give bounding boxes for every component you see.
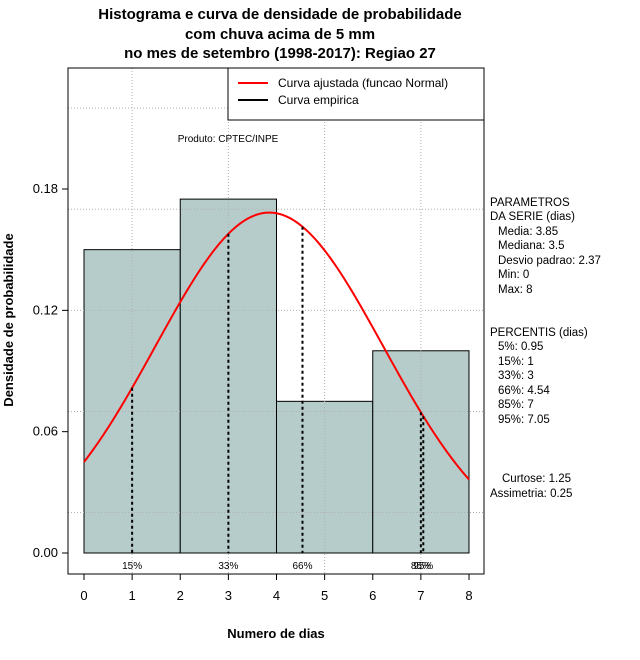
parameter-min: Min: 0 [498,269,530,281]
product-credit: Produto: CPTEC/INPE [178,134,279,145]
y-axis-title: Densidade de probabilidade [1,233,16,406]
percentile-label-1: 33% [218,561,238,572]
percentile-label-4: 95% [413,561,433,572]
y-tick-label-0: 0.00 [33,545,58,560]
y-tick-label-1: 0.06 [33,424,58,439]
percentile-15: 15%: 1 [498,356,534,368]
parameters-header-2: DA SERIE (dias) [490,211,575,223]
chart-title-line-1: Histograma e curva de densidade de proba… [98,6,462,23]
percentile-5: 5%: 0.95 [498,341,544,353]
parameters-header-1: PARAMETROS [490,197,570,209]
x-tick-label-0: 0 [80,588,87,603]
percentile-label-0: 15% [122,561,142,572]
x-tick-label-6: 6 [369,588,376,603]
percentile-66: 66%: 4.54 [498,385,550,397]
percentile-85: 85%: 7 [498,399,534,411]
x-tick-label-8: 8 [465,588,472,603]
percentile-label-3: 85% [411,561,431,572]
x-tick-label-2: 2 [177,588,184,603]
y-tick-label-2: 0.12 [33,302,58,317]
percentile-label-2: 66% [292,561,312,572]
x-axis-title: Numero de dias [227,626,325,641]
legend-box [227,67,485,121]
parameter-std-dev: Desvio padrao: 2.37 [498,255,601,267]
percentiles-header: PERCENTIS (dias) [490,327,588,339]
parameter-median: Mediana: 3.5 [498,240,565,252]
parameter-mean: Media: 3.85 [498,226,559,238]
chart-title-line-3: no mes de setembro (1998-2017): Regiao 2… [124,45,436,62]
legend-label-1: Curva empirica [278,93,359,107]
parameter-max: Max: 8 [498,284,533,296]
legend-label-0: Curva ajustada (funcao Normal) [278,76,448,90]
percentile-95: 95%: 7.05 [498,414,550,426]
skewness-value: Assimetria: 0.25 [490,488,573,500]
percentile-33: 33%: 3 [498,370,534,382]
chart-title-line-2: com chuva acima de 5 mm [184,26,376,43]
x-tick-label-4: 4 [273,588,280,603]
x-tick-label-7: 7 [417,588,424,603]
kurtosis-value: Curtose: 1.25 [502,473,572,485]
normal-fit-curve [83,211,470,481]
x-tick-label-3: 3 [225,588,232,603]
y-tick-label-3: 0.18 [33,181,58,196]
x-tick-label-5: 5 [321,588,328,603]
x-tick-label-1: 1 [129,588,136,603]
